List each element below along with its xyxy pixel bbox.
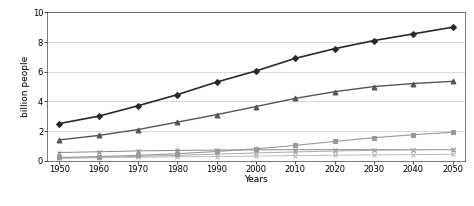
North America xyxy=(450,153,456,156)
Africa xyxy=(96,155,101,158)
Latin America xyxy=(135,155,141,158)
Africa xyxy=(214,150,219,153)
Asia and Oceania xyxy=(332,90,337,93)
North America xyxy=(410,153,416,156)
North America xyxy=(332,154,337,156)
Africa xyxy=(253,147,259,150)
Europe xyxy=(135,150,141,152)
Europe xyxy=(96,151,101,153)
Asia and Oceania xyxy=(214,114,219,116)
Line: Asia and Oceania: Asia and Oceania xyxy=(57,79,455,142)
Africa xyxy=(332,140,337,143)
Europe xyxy=(292,149,298,151)
North America xyxy=(56,157,62,159)
World xyxy=(56,122,62,125)
World xyxy=(253,70,259,72)
Line: North America: North America xyxy=(57,152,455,161)
Asia and Oceania xyxy=(371,85,377,88)
Africa xyxy=(56,156,62,159)
World xyxy=(450,26,456,28)
North America xyxy=(174,156,180,158)
World xyxy=(135,105,141,107)
World xyxy=(371,39,377,42)
Asia and Oceania xyxy=(56,139,62,141)
World xyxy=(332,47,337,50)
Latin America xyxy=(56,157,62,159)
X-axis label: Years: Years xyxy=(244,175,268,184)
Y-axis label: billion people: billion people xyxy=(21,56,30,117)
Latin America xyxy=(450,148,456,151)
Asia and Oceania xyxy=(174,121,180,123)
Latin America xyxy=(410,149,416,151)
Africa xyxy=(450,131,456,133)
Europe xyxy=(332,149,337,151)
Line: Europe: Europe xyxy=(57,147,455,155)
Africa xyxy=(371,136,377,139)
World xyxy=(410,33,416,35)
North America xyxy=(371,154,377,156)
Africa xyxy=(292,144,298,147)
Latin America xyxy=(332,150,337,152)
World xyxy=(96,115,101,117)
Line: Latin America: Latin America xyxy=(57,147,455,161)
Africa xyxy=(135,154,141,157)
Latin America xyxy=(371,149,377,152)
North America xyxy=(96,157,101,159)
World xyxy=(292,57,298,60)
Asia and Oceania xyxy=(410,82,416,85)
Europe xyxy=(56,151,62,154)
North America xyxy=(292,154,298,157)
Africa xyxy=(410,133,416,136)
World xyxy=(214,81,219,83)
Asia and Oceania xyxy=(253,105,259,108)
Asia and Oceania xyxy=(450,80,456,83)
Europe xyxy=(371,149,377,151)
Latin America xyxy=(174,154,180,157)
Line: World: World xyxy=(57,25,455,126)
Asia and Oceania xyxy=(96,134,101,137)
North America xyxy=(253,155,259,157)
Africa xyxy=(174,152,180,155)
Asia and Oceania xyxy=(292,97,298,100)
Europe xyxy=(214,149,219,151)
Europe xyxy=(174,149,180,152)
North America xyxy=(135,156,141,158)
Europe xyxy=(410,149,416,151)
Latin America xyxy=(96,156,101,159)
Latin America xyxy=(214,153,219,155)
Latin America xyxy=(292,151,298,153)
North America xyxy=(214,155,219,158)
Latin America xyxy=(253,152,259,154)
World xyxy=(174,94,180,96)
Line: Africa: Africa xyxy=(57,130,455,159)
Asia and Oceania xyxy=(135,128,141,131)
Europe xyxy=(253,149,259,151)
Europe xyxy=(450,149,456,151)
